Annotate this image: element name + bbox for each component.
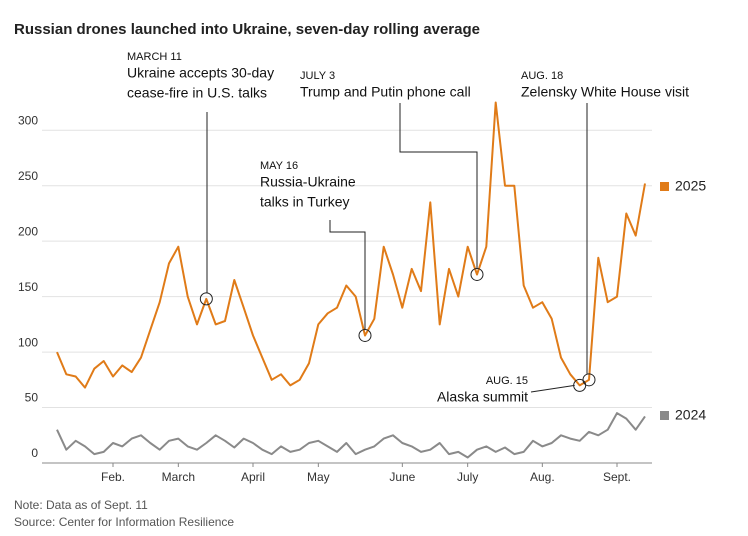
annotation-marker [470, 267, 484, 281]
legend-label: 2024 [675, 407, 706, 423]
y-tick-label: 0 [31, 446, 38, 460]
y-tick-label: 300 [18, 113, 38, 127]
x-tick-label: March [162, 470, 195, 484]
y-tick-label: 200 [18, 224, 38, 238]
annotation-date: AUG. 15 [486, 375, 528, 387]
annotation-connector [329, 220, 366, 330]
annotation-text: Russia-Ukraine [260, 174, 356, 190]
legend-swatch [660, 411, 669, 420]
annotation-text: Trump and Putin phone call [300, 84, 471, 100]
series-line [56, 412, 646, 459]
x-tick-label: May [307, 470, 330, 484]
annotation-text: cease-fire in U.S. talks [127, 85, 267, 101]
annotation-date: AUG. 18 [521, 70, 563, 82]
annotation-connector [530, 384, 575, 393]
legend-label: 2025 [675, 178, 706, 194]
y-tick-label: 50 [25, 391, 39, 405]
annotation-marker [199, 292, 213, 306]
source: Source: Center for Information Resilienc… [14, 515, 234, 529]
annotation-text: talks in Turkey [260, 194, 349, 210]
chart-title: Russian drones launched into Ukraine, se… [14, 21, 480, 38]
legend-swatch [660, 182, 669, 191]
annotation-date: JULY 3 [300, 70, 335, 82]
y-tick-label: 250 [18, 169, 38, 183]
annotation-date: MAY 16 [260, 160, 298, 172]
x-tick-label: Feb. [101, 470, 125, 484]
annotation-marker [358, 328, 372, 342]
x-tick-label: Aug. [530, 470, 555, 484]
x-tick-label: July [457, 470, 478, 484]
note: Note: Data as of Sept. 11 [14, 498, 148, 512]
annotation-text: Zelensky White House visit [521, 84, 689, 100]
series-line [56, 101, 646, 389]
y-tick-label: 100 [18, 335, 38, 349]
x-tick-label: April [241, 470, 265, 484]
annotation-text: Ukraine accepts 30-day [127, 65, 274, 81]
annotation-marker [573, 378, 587, 392]
annotation-date: MARCH 11 [127, 51, 182, 63]
annotation-connector [399, 103, 478, 269]
annotation-text: Alaska summit [437, 389, 528, 405]
x-tick-label: Sept. [603, 470, 631, 484]
x-tick-label: June [389, 470, 415, 484]
y-tick-label: 150 [18, 280, 38, 294]
